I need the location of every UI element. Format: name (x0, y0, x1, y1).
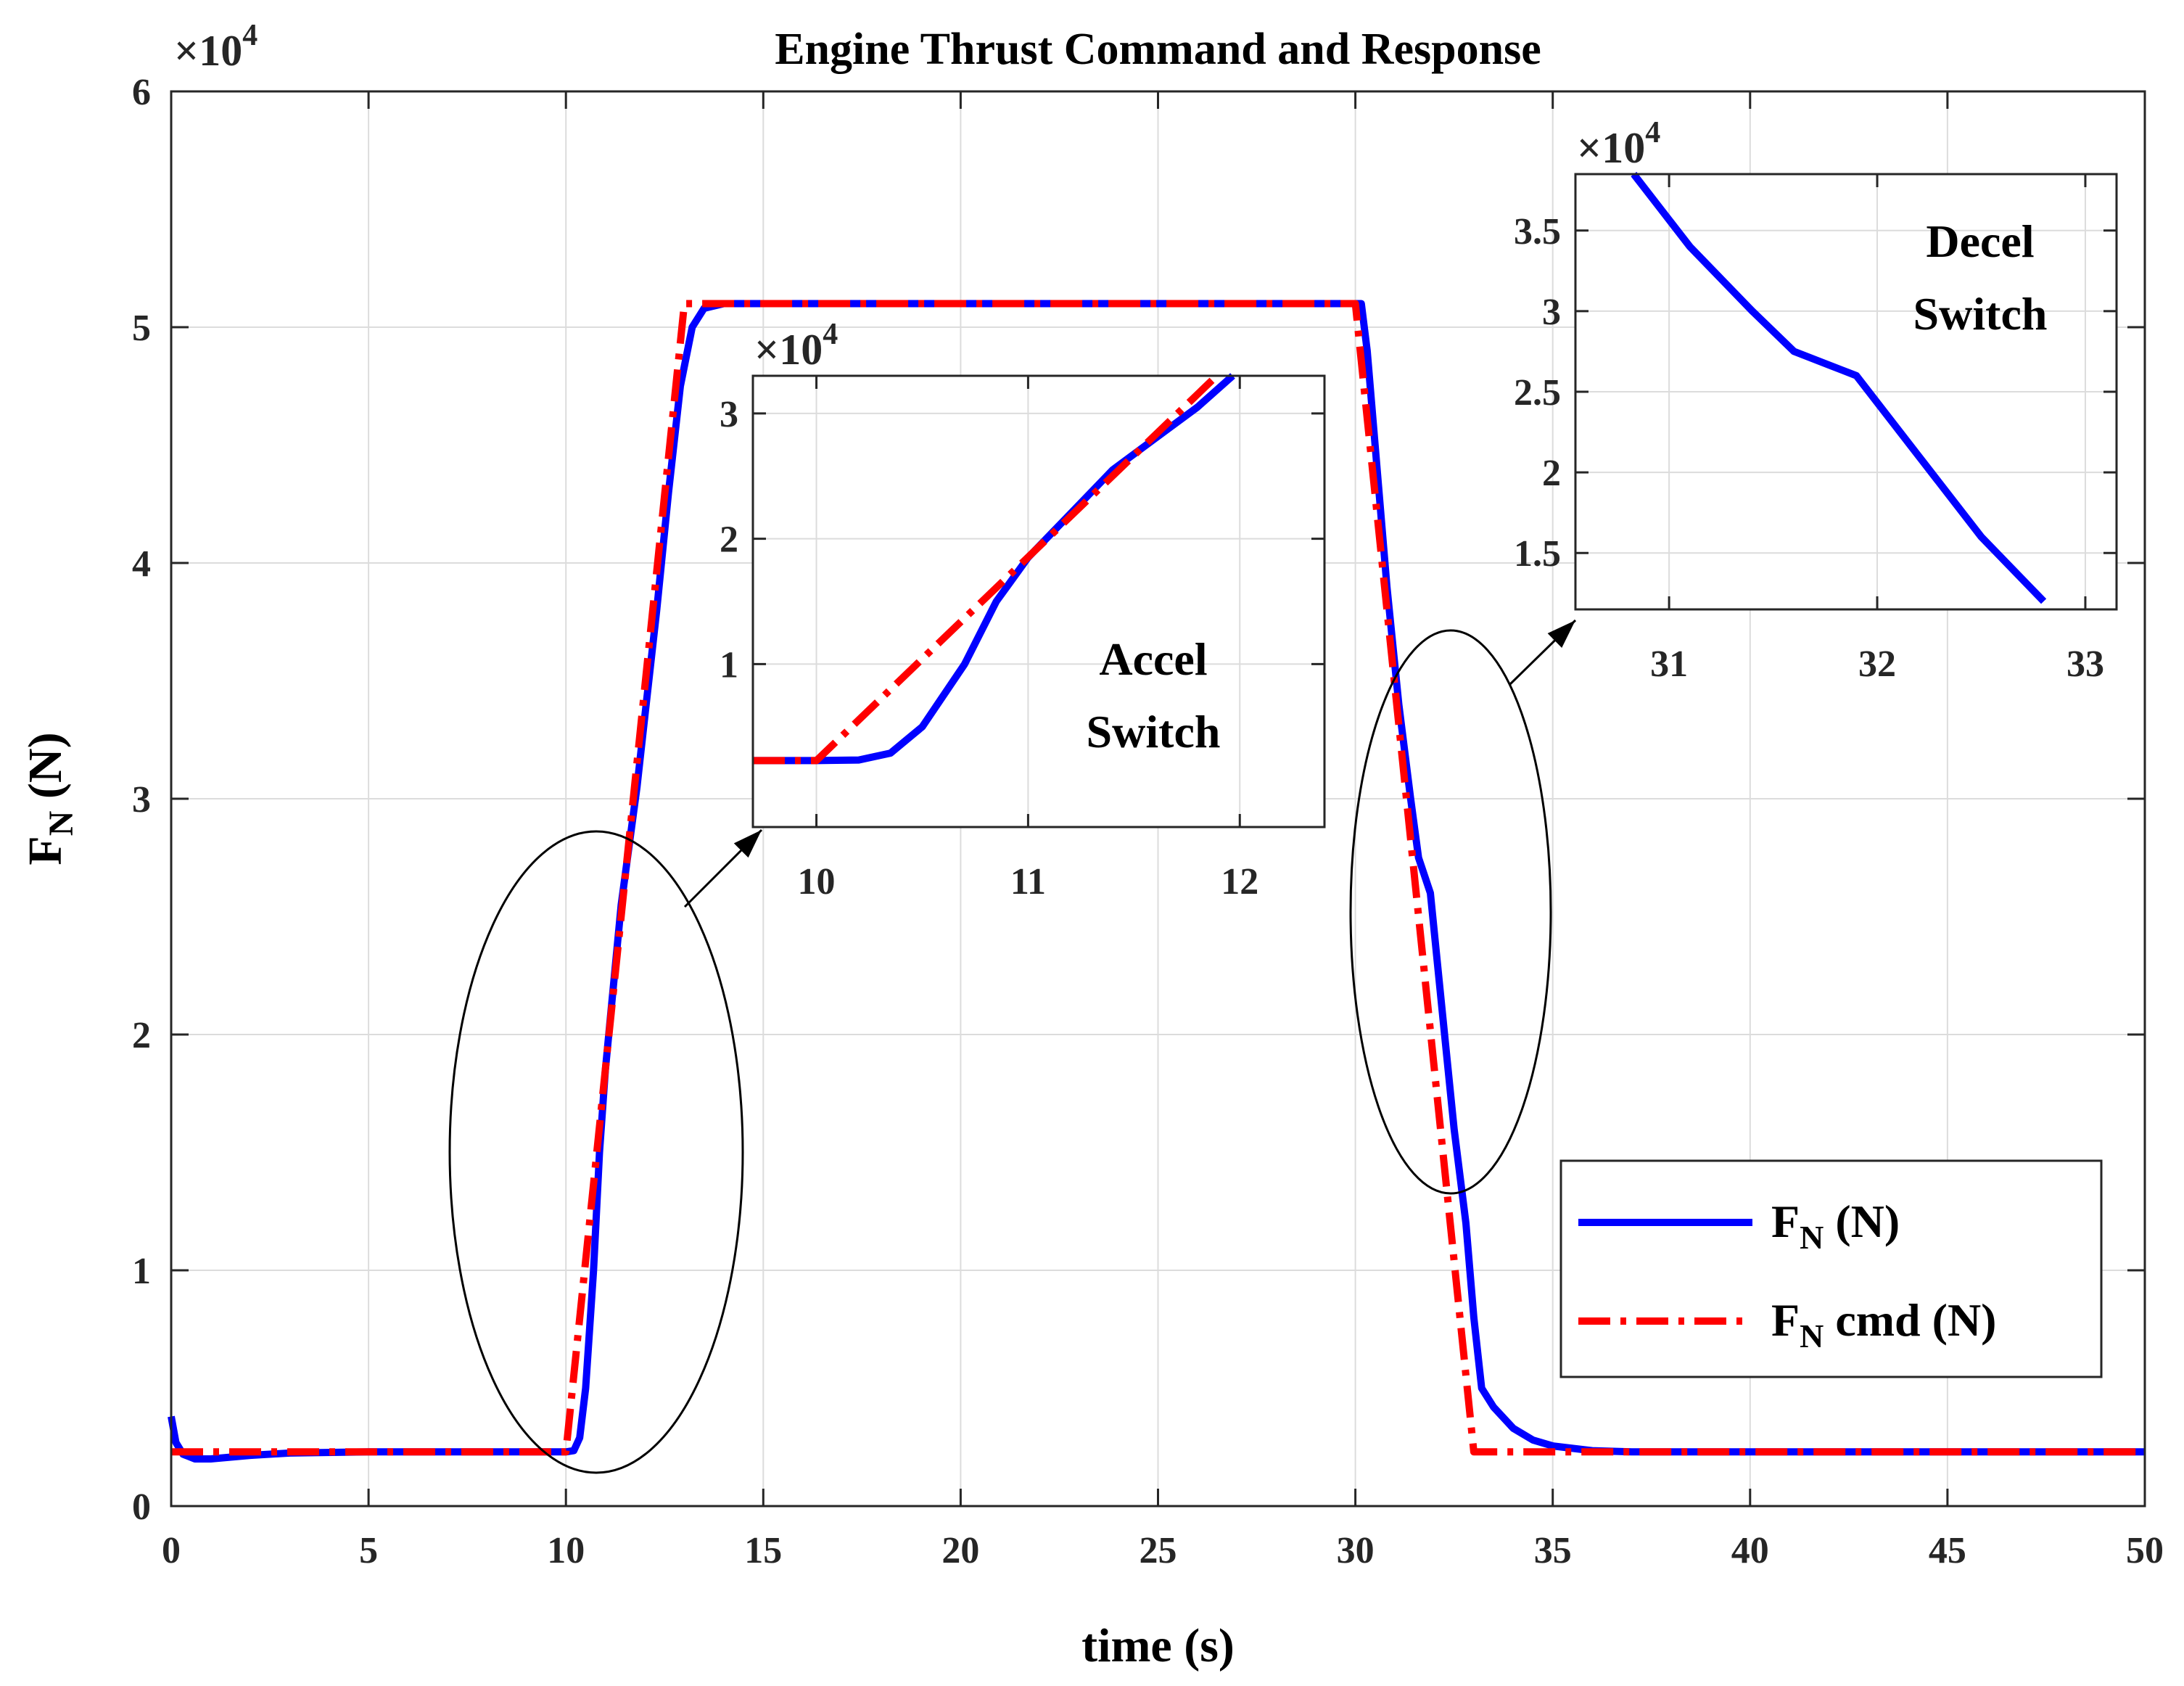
inset-decel-chart: 31 32 33 1.5 2 2.5 3 3.5 ×104 (1514, 116, 2118, 685)
inset-y-tick-label: 2.5 (1514, 372, 1561, 414)
x-tick-label: 0 (162, 1530, 181, 1571)
y-axis-label: FN (N) (19, 732, 81, 865)
y-tick-label: 1 (132, 1251, 151, 1292)
inset-series-line-fn-cmd (753, 373, 1219, 765)
inset-y-tick-label: 3 (1542, 292, 1561, 333)
inset-background (753, 376, 1324, 827)
inset-series-line-fn (1631, 171, 2047, 604)
callout-arrow-head (733, 830, 762, 858)
main-series (168, 300, 2145, 1463)
y-tick-label: 5 (132, 308, 151, 349)
accel-callout-ellipse (448, 830, 744, 1474)
x-tick-label: 45 (1929, 1530, 1966, 1571)
y-multiplier: ×104 (174, 19, 257, 75)
x-tick-label: 35 (1534, 1530, 1572, 1571)
legend: FN (N) FN cmd (N) (1559, 1159, 2103, 1378)
decel-callout-arrow (1509, 619, 1577, 686)
inset-y-tick-label: 1.5 (1514, 533, 1561, 575)
inset-y-multiplier: ×104 (754, 318, 838, 374)
y-tick-label: 6 (132, 72, 151, 113)
inset-y-tick-label: 2 (1542, 453, 1561, 494)
inset-y-tick-label: 1 (720, 644, 738, 686)
x-tick-label: 10 (547, 1530, 585, 1571)
inset-y-tick-label: 2 (720, 519, 738, 561)
inset-y-tick-label: 3 (720, 394, 738, 435)
x-tick-label: 40 (1731, 1530, 1769, 1571)
x-tick-label: 5 (359, 1530, 378, 1571)
callout-arrow-head (1547, 620, 1575, 648)
x-tick-label: 25 (1140, 1530, 1177, 1571)
inset-frame (1574, 173, 2118, 611)
inset-x-tick-label: 32 (1858, 643, 1896, 685)
inset-y-multiplier: ×104 (1577, 116, 1660, 172)
x-tick-label: 30 (1337, 1530, 1375, 1571)
x-tick-label: 50 (2126, 1530, 2164, 1571)
x-tick-label: 20 (941, 1530, 979, 1571)
inset-x-tick-label: 31 (1650, 643, 1688, 685)
legend-box (1559, 1159, 2103, 1378)
legend-label-fn: FN (N) (1771, 1196, 1900, 1256)
inset-y-tick-label: 3.5 (1514, 211, 1561, 252)
legend-label-fn-cmd: FN cmd (N) (1771, 1294, 1996, 1354)
x-tick-label: 15 (744, 1530, 782, 1571)
y-tick-label: 0 (132, 1486, 151, 1528)
accel-switch-label: Accel Switch (1087, 633, 1221, 757)
x-axis-label: time (s) (1081, 1619, 1235, 1672)
y-tick-label: 4 (132, 543, 151, 585)
decel-callout-ellipse (1349, 629, 1552, 1195)
y-tick-label: 2 (132, 1015, 151, 1056)
series-line-fn-cmd (171, 300, 2145, 1456)
decel-switch-label: Decel Switch (1913, 215, 2048, 340)
accel-callout-arrow (683, 828, 763, 908)
inset-x-tick-label: 12 (1221, 861, 1258, 902)
inset-x-tick-label: 10 (798, 861, 836, 902)
inset-x-tick-label: 11 (1010, 861, 1046, 902)
inset-x-tick-label: 33 (2066, 643, 2104, 685)
y-tick-label: 3 (132, 779, 151, 821)
chart-title: Engine Thrust Command and Response (775, 25, 1541, 74)
inset-frame (751, 374, 1326, 828)
